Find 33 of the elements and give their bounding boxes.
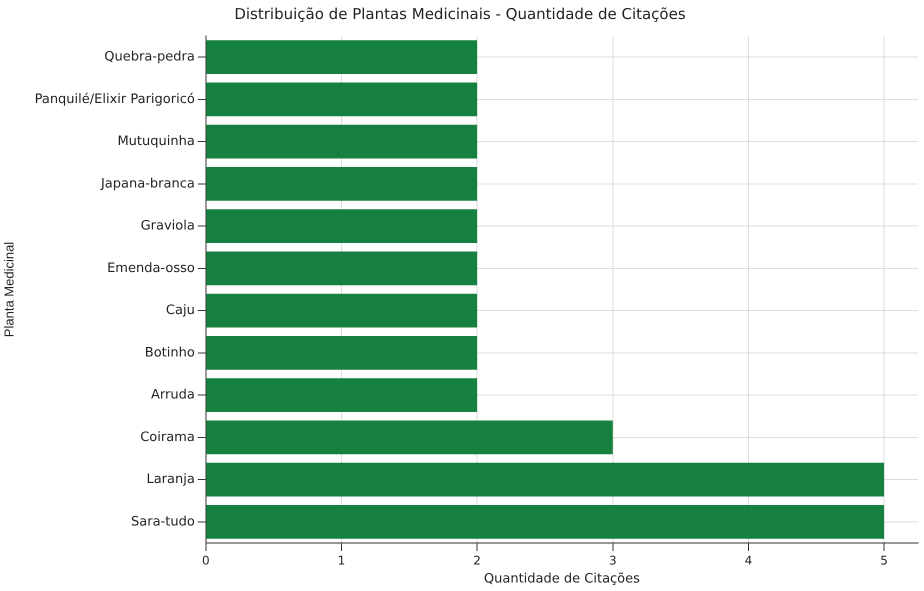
y-tick-label: Coirama xyxy=(140,430,195,445)
y-tick-label: Graviola xyxy=(140,218,195,234)
bar xyxy=(206,40,478,74)
y-tick-label: Japana-branca xyxy=(100,176,195,192)
x-tick-label: 4 xyxy=(744,553,752,568)
y-axis-title: Planta Medicinal xyxy=(1,242,16,338)
bar xyxy=(206,420,613,454)
bar xyxy=(206,504,884,539)
y-tick-label: Caju xyxy=(166,303,195,318)
y-tick-label: Botinho xyxy=(144,345,195,360)
x-tick-label: 1 xyxy=(338,553,346,568)
y-tick-label: Laranja xyxy=(146,472,195,487)
x-axis-title: Quantidade de Citações xyxy=(484,572,640,587)
y-tick-label: Emenda-osso xyxy=(107,260,195,276)
bar xyxy=(206,294,478,328)
y-tick-label: Arruda xyxy=(151,388,195,402)
y-tick-label: Sara-tudo xyxy=(131,514,195,530)
chart-title: Distribuição de Plantas Medicinais - Quantidade de Citações xyxy=(234,4,686,23)
bar xyxy=(206,336,478,370)
y-tick-label: Panquilé/Elixir Parigoricó xyxy=(34,92,195,107)
bar xyxy=(206,82,478,116)
bar xyxy=(206,166,478,201)
bar xyxy=(206,462,884,497)
bar xyxy=(206,209,478,244)
y-tick-label: Mutuquinha xyxy=(117,134,195,149)
x-tick-label: 3 xyxy=(608,553,617,568)
x-tick-label: 5 xyxy=(880,553,888,568)
bar xyxy=(206,378,478,412)
bar xyxy=(206,251,478,286)
bar xyxy=(206,124,478,159)
x-tick-label: 0 xyxy=(202,553,210,568)
y-tick-label: Quebra-pedra xyxy=(104,50,195,64)
x-tick-label: 2 xyxy=(473,553,481,568)
